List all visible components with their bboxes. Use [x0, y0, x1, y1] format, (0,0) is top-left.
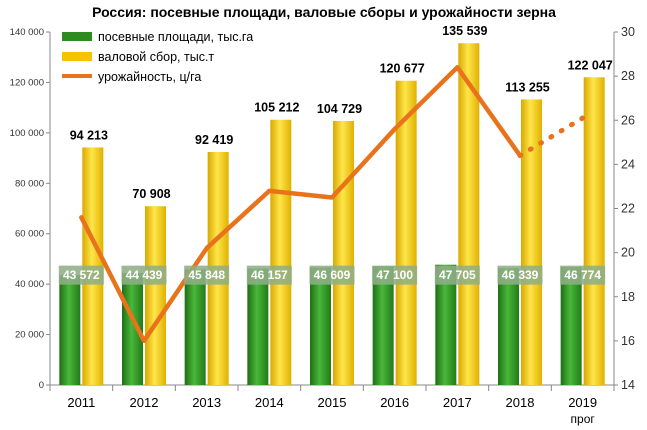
- right-tick-label: 28: [621, 69, 635, 83]
- left-tick-label: 60 000: [15, 229, 44, 240]
- data-labels: 94 213 70 908 92 419 105 212 104 729 120 677 1…: [58, 24, 613, 285]
- legend-swatch-gross: [62, 52, 92, 61]
- gross-label-2018: 113 255: [505, 80, 550, 94]
- gross-label-2016: 120 677: [380, 62, 425, 76]
- left-tick-label: 0: [39, 380, 44, 391]
- bar-gross-2015: [333, 120, 354, 386]
- right-tick-label: 20: [621, 246, 635, 260]
- gross-label-2013: 92 419: [195, 133, 233, 147]
- chart-title: Россия: посевные площади, валовые сборы …: [92, 4, 556, 20]
- gross-label-2011: 94 213: [70, 128, 108, 142]
- x-tick-label: 2011: [67, 395, 95, 410]
- area-label-2016: 47 100: [376, 268, 413, 282]
- gross-label-2017: 135 539: [442, 24, 487, 38]
- legend-label-gross: валовой сбор, тыс.т: [98, 50, 214, 64]
- right-tick-label: 14: [621, 378, 635, 392]
- bar-gross-2019: [583, 77, 605, 385]
- x-tick-sublabel: прог: [571, 412, 596, 426]
- legend-label-area: посевные площади, тыс.га: [98, 30, 253, 44]
- area-label-2014: 46 157: [251, 268, 288, 282]
- bar-area-2011: [59, 275, 81, 385]
- area-label-box-2015: [309, 265, 355, 285]
- yield-line-forecast: [517, 115, 586, 159]
- right-tick-label: 22: [621, 202, 635, 216]
- area-label-2019: 46 774: [564, 268, 601, 282]
- right-tick-label: 18: [621, 290, 635, 304]
- area-label-box-2011: [58, 265, 104, 285]
- x-tick-label: 2018: [506, 395, 535, 410]
- right-tick-label: 26: [621, 113, 635, 127]
- bar-gross-2018: [521, 99, 542, 385]
- bar-area-2019: [560, 267, 582, 385]
- axes: 0 20 000 40 000 60 000 80 000 100 000 120 000 1…: [10, 25, 635, 426]
- area-label-2015: 46 609: [314, 268, 351, 282]
- gross-label-2012: 70 908: [132, 187, 170, 201]
- right-tick-label: 16: [621, 334, 635, 348]
- left-tick-label: 20 000: [15, 330, 44, 341]
- bar-gross-2017: [458, 43, 480, 385]
- right-tick-label: 24: [621, 157, 635, 171]
- bar-gross-2012: [145, 206, 166, 385]
- right-tick-label: 30: [621, 25, 635, 39]
- yield-line-solid: [79, 65, 523, 344]
- bar-area-2012: [122, 272, 143, 385]
- area-label-2012: 44 439: [126, 268, 163, 282]
- bar-area-2018: [498, 268, 519, 385]
- gross-label-2019: 122 047: [568, 58, 613, 72]
- bar-area-2014: [247, 268, 269, 385]
- bar-gross-2016: [395, 80, 417, 386]
- bar-area-2017: [435, 264, 457, 385]
- area-label-2017: 47 705: [439, 268, 476, 282]
- legend-swatch-area: [62, 32, 92, 41]
- area-label-2013: 45 848: [188, 268, 225, 282]
- left-tick-label: 40 000: [15, 279, 44, 290]
- legend-label-yield: урожайность, ц/га: [98, 70, 201, 84]
- left-tick-label: 100 000: [10, 128, 44, 139]
- x-tick-label: 2015: [318, 395, 347, 410]
- area-label-box-2013: [184, 265, 230, 285]
- area-label-box-2014: [246, 265, 292, 285]
- x-tick-label: 2014: [255, 395, 284, 410]
- area-label-2018: 46 339: [502, 268, 539, 282]
- area-label-box-2017: [434, 265, 480, 285]
- x-tick-label: 2012: [130, 395, 159, 410]
- left-tick-label: 120 000: [10, 77, 44, 88]
- x-tick-label: 2016: [380, 395, 409, 410]
- area-label-box-2016: [372, 265, 418, 285]
- left-tick-label: 140 000: [10, 27, 44, 38]
- area-label-box-2018: [497, 265, 543, 285]
- area-label-box-2012: [121, 265, 167, 285]
- area-label-box-2019: [560, 265, 606, 285]
- left-tick-label: 80 000: [15, 178, 44, 189]
- area-label-2011: 43 572: [63, 268, 100, 282]
- bars: [59, 43, 605, 386]
- bar-area-2016: [372, 266, 394, 385]
- yield-line: [79, 65, 586, 344]
- legend: посевные площади, тыс.га валовой сбор, т…: [62, 30, 253, 84]
- x-tick-label: 2017: [443, 395, 472, 410]
- gross-label-2014: 105 212: [254, 101, 299, 115]
- x-tick-label: 2019: [568, 395, 597, 410]
- gross-label-2015: 104 729: [317, 102, 362, 116]
- bar-gross-2014: [270, 119, 292, 385]
- bar-area-2015: [310, 267, 331, 385]
- bar-area-2013: [184, 269, 206, 385]
- x-tick-label: 2013: [192, 395, 221, 410]
